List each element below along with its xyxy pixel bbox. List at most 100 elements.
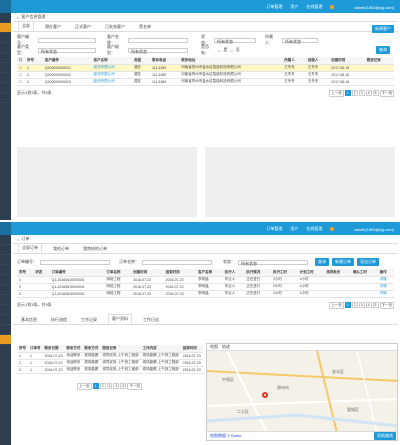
radio-no[interactable]: ○ [230, 47, 233, 53]
customer-link[interactable]: 欧亚有限公司 [91, 71, 133, 79]
task-icon[interactable] [0, 335, 11, 345]
doc-icon[interactable] [0, 265, 11, 275]
customer-name-input[interactable] [128, 37, 188, 43]
navigate-button[interactable]: 导航路线 [374, 432, 396, 440]
user-name[interactable]: admin(1800@qq.com) [354, 226, 394, 232]
column-header[interactable]: 类型 [132, 57, 150, 65]
next-page-button[interactable]: 下一页 [379, 89, 394, 97]
column-header[interactable]: 客户编号 [42, 57, 92, 65]
prev-page-button[interactable]: 上一页 [77, 382, 92, 390]
add-customer-button[interactable]: 新建客户 [372, 25, 394, 33]
subtab-record[interactable]: 工作记录 [81, 316, 97, 322]
nav-online[interactable]: 在线管理 [306, 226, 323, 231]
column-header[interactable]: 执行情况 [244, 269, 271, 277]
column-header[interactable]: 执行人 [222, 269, 245, 277]
page-button[interactable]: 3 [358, 90, 365, 96]
column-header[interactable]: 结束时间 [180, 345, 203, 353]
nav-orders[interactable]: 订单管理 [266, 4, 283, 9]
order-icon[interactable] [0, 255, 11, 265]
user-icon[interactable] [0, 63, 11, 73]
column-header[interactable]: 跟进记录 [100, 345, 141, 353]
customer-link[interactable]: 欧亚有限公司 [91, 78, 133, 86]
order-code-input[interactable] [40, 259, 110, 265]
chart-icon[interactable] [0, 275, 11, 285]
column-header[interactable]: 工作内容 [140, 345, 181, 353]
map-tab[interactable]: 轨迹 [222, 344, 230, 349]
page-button[interactable]: 3 [358, 302, 365, 308]
customer-link[interactable]: 欧亚有限公司 [91, 64, 133, 72]
column-header[interactable]: 创建时间 [131, 269, 164, 277]
column-header[interactable]: 执行工时 [270, 269, 298, 277]
map-panel[interactable]: 地图 轨迹 郑州市 金水区 二七区 中原区 管城区 地图数据 © Baidu 导… [206, 343, 398, 441]
column-header[interactable]: 订单名称 [104, 269, 132, 277]
column-header[interactable]: 计划工时 [297, 269, 325, 277]
next-page-button[interactable]: 下一页 [379, 301, 394, 309]
row-checkbox[interactable]: ☐ [17, 64, 25, 72]
next-page-button[interactable]: 下一页 [127, 382, 142, 390]
tab-formal[interactable]: 正式客户 [75, 24, 91, 29]
column-header[interactable]: 确认工时 [350, 269, 378, 277]
subtab-flow[interactable]: 执行流程 [51, 316, 67, 322]
column-header[interactable]: 操作 [377, 269, 394, 277]
customer-level-select[interactable]: 所有状态 [128, 47, 188, 54]
page-button[interactable]: 4 [113, 383, 120, 389]
subtab-basic[interactable]: 基本信息 [21, 316, 37, 322]
chart-icon[interactable] [0, 53, 11, 63]
table-row[interactable]: 3 Q1-20160815000001 网络工程 2016-07-23 2016… [17, 290, 394, 298]
notification-icon[interactable] [330, 5, 335, 9]
home-icon[interactable] [0, 13, 11, 23]
prev-page-button[interactable]: 上一页 [329, 89, 344, 97]
customer-code-input[interactable] [38, 37, 96, 43]
column-header[interactable]: 状态 [33, 269, 50, 277]
column-header[interactable]: 联系地址 [179, 57, 283, 65]
map-canvas[interactable]: 郑州市 金水区 二七区 中原区 管城区 [207, 351, 398, 433]
page-button[interactable]: 5 [372, 302, 379, 308]
log-icon[interactable] [0, 83, 11, 93]
column-header[interactable]: 客户名称 [91, 57, 133, 65]
customer-icon[interactable] [0, 245, 11, 255]
log-icon[interactable] [0, 305, 11, 315]
column-header[interactable]: 序号 [25, 57, 43, 65]
nav-orders[interactable]: 订单管理 [266, 226, 283, 231]
page-button[interactable]: 2 [351, 302, 358, 308]
status-select[interactable]: 所有状态 [214, 37, 256, 44]
column-header[interactable]: 客户名称 [196, 269, 223, 277]
column-header[interactable]: 创建人 [305, 57, 330, 65]
order-icon[interactable] [0, 33, 11, 43]
page-button[interactable]: 1 [344, 90, 351, 96]
page-button[interactable]: 4 [365, 302, 372, 308]
table-row[interactable]: 2 1 2016-07-23 电话联系 现场勘察 领导安排-上午到工程部 现场勘… [17, 359, 203, 367]
detail-link[interactable]: 详情 [377, 276, 394, 284]
avatar[interactable] [342, 227, 347, 231]
subtab-customer[interactable]: 客户资料 [108, 313, 132, 324]
table-row[interactable]: 3 1 2016-07-23 电话联系 现场勘察 领导安排-上午到工程部 现场勘… [17, 366, 203, 374]
table-row[interactable]: ☐ 2 Q100000000002 欧亚有限公司 潜在 111.3489 河南省… [17, 71, 394, 79]
page-button[interactable]: 4 [365, 90, 372, 96]
select-all-checkbox[interactable]: ☐ [17, 57, 25, 65]
map-tab[interactable]: 地图 [210, 344, 218, 349]
nav-users[interactable]: 用户 [290, 226, 299, 231]
page-button[interactable]: 3 [106, 383, 113, 389]
prev-page-button[interactable]: 上一页 [329, 301, 344, 309]
subtab-log[interactable]: 工作日志 [143, 316, 159, 322]
user-name[interactable]: admin(1800@qq.com) [354, 4, 394, 10]
detail-link[interactable]: 详情 [377, 290, 394, 298]
tab-my-orders[interactable]: 我的订单 [53, 246, 69, 251]
column-header[interactable]: 结束时间 [163, 269, 197, 277]
tab-all-orders[interactable]: 全部订单 [18, 243, 42, 253]
table-row[interactable]: 1 Q1-20160815000001 网络工程 2016-07-23 2016… [17, 276, 394, 284]
status-select[interactable]: 所有状态 [238, 259, 308, 266]
column-header[interactable]: 序号 [17, 269, 34, 277]
row-checkbox[interactable]: ☐ [17, 71, 25, 79]
table-row[interactable]: ☐ 1 Q100000000001 欧亚有限公司 潜在 111.3489 河南省… [17, 64, 394, 72]
column-header[interactable]: 订单编号 [49, 269, 105, 277]
column-header[interactable]: 联系方式 [64, 345, 83, 353]
page-button[interactable]: 2 [351, 90, 358, 96]
user-icon[interactable] [0, 285, 11, 295]
message-icon[interactable] [0, 93, 11, 103]
search-button[interactable]: 查询 [376, 46, 390, 54]
tab-blacklist[interactable]: 黑名单 [139, 24, 151, 29]
column-header[interactable]: 所属人 [282, 57, 306, 65]
table-row[interactable]: ☐ 3 Q100000000003 欧亚有限公司 潜在 111.3489 河南省… [17, 78, 394, 86]
settings-icon[interactable] [0, 295, 11, 305]
